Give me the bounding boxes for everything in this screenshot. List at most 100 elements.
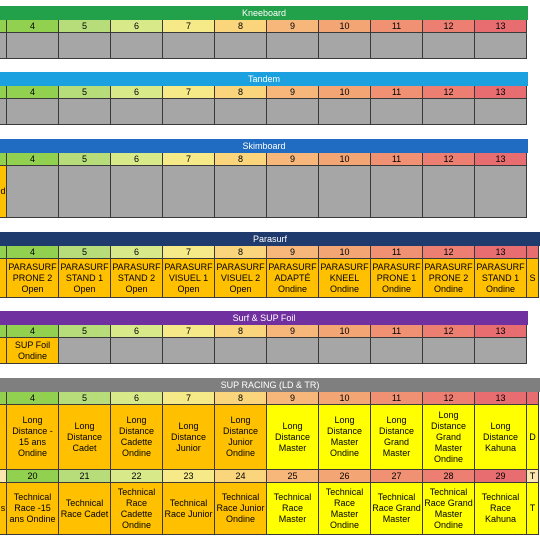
cell[interactable] [215,33,267,59]
cell[interactable] [163,99,215,125]
cell[interactable] [111,338,163,364]
category-cell[interactable]: Long Distance Cadette Ondine [111,405,163,470]
cell[interactable] [267,33,319,59]
column-number: 11 [371,86,423,99]
cell[interactable] [0,99,7,125]
sup-technical-race-row: s Technical Race -15 ans Ondine Technical Rac… [0,483,539,535]
category-cell[interactable]: PARASURF STAND 1 Open [59,259,111,298]
category-cell[interactable]: PARASURF ADAPTÉ Ondine [267,259,319,298]
category-cell[interactable]: S [527,259,539,298]
category-cell[interactable]: Technical Race Master Ondine [319,483,371,535]
category-line: Ondine [277,283,308,294]
cell[interactable] [59,33,111,59]
category-cell[interactable]: PARASURF VISUEL 2 Open [215,259,267,298]
cell[interactable] [0,33,7,59]
cell[interactable] [111,33,163,59]
category-cell[interactable]: Technical Race Cadet [59,483,111,535]
cell[interactable] [475,33,527,59]
category-cell[interactable]: PARASURF PRONE 2 Ondine [423,259,475,298]
cell[interactable] [371,99,423,125]
cell[interactable] [371,166,423,218]
column-number: 4 [7,86,59,99]
category-cell[interactable]: Long Distance Grand Master Ondine [423,405,475,470]
category-cell[interactable]: SUP Foil Ondine [7,338,59,364]
cell[interactable] [371,33,423,59]
cell[interactable] [423,33,475,59]
category-cell[interactable]: PARASURF STAND 1 Ondine [475,259,527,298]
cell[interactable] [475,99,527,125]
cell[interactable] [163,166,215,218]
category-cell[interactable]: Technical Race Grand Master [371,483,423,535]
cell[interactable] [371,338,423,364]
cell[interactable] [215,338,267,364]
category-cell[interactable]: PARASURF KNEEL Ondine [319,259,371,298]
category-cell[interactable]: PARASURF PRONE 1 Ondine [371,259,423,298]
cell-stub [0,153,7,166]
category-cell[interactable]: Long Distance Kahuna [475,405,527,470]
category-cell[interactable]: Technical Race Master [267,483,319,535]
category-cell[interactable]: PARASURF PRONE 2 Open [7,259,59,298]
category-cell[interactable]: Technical Race -15 ans Ondine [7,483,59,535]
cell[interactable] [319,338,371,364]
category-cell[interactable]: Technical Race Junior Ondine [215,483,267,535]
cell[interactable] [319,99,371,125]
cell[interactable] [423,166,475,218]
cell[interactable] [111,166,163,218]
cell[interactable] [215,166,267,218]
cell[interactable] [267,99,319,125]
category-cell[interactable]: Technical Race Grand Master Ondine [423,483,475,535]
category-cell[interactable]: PARASURF STAND 2 Open [111,259,163,298]
category-line: Ondine [121,448,152,458]
cell[interactable] [0,405,7,470]
column-number [527,246,539,259]
cell[interactable] [475,338,527,364]
cell[interactable] [163,338,215,364]
category-cell[interactable]: Technical Race Cadette Ondine [111,483,163,535]
column-number: 8 [215,325,267,338]
category-line: Ondine [225,514,256,524]
cell[interactable] [59,166,111,218]
cell-stub [0,86,7,99]
category-cell[interactable]: D [527,405,539,470]
cell[interactable] [111,99,163,125]
cell[interactable] [423,338,475,364]
category-line: Junior [228,437,253,447]
category-line: Ondine [433,453,464,464]
cell[interactable] [267,166,319,218]
category-cell[interactable]: Long Distance Cadet [59,405,111,470]
category-cell[interactable]: Technical Race Junior [163,483,215,535]
category-cell[interactable]: T [527,483,539,535]
cell[interactable] [7,166,59,218]
column-number: 13 [475,325,527,338]
cell[interactable] [215,99,267,125]
column-number: 12 [423,86,475,99]
cell[interactable] [7,99,59,125]
cell[interactable] [59,99,111,125]
cell[interactable] [475,166,527,218]
category-cell[interactable]: Long Distance Master Ondine [319,405,371,470]
cell[interactable] [423,99,475,125]
cell[interactable] [0,259,7,298]
cell[interactable] [0,338,7,364]
category-cell[interactable]: Long Distance Master [267,405,319,470]
column-number: 10 [319,86,371,99]
cell[interactable] [267,338,319,364]
category-cell[interactable]: PARASURF VISUEL 1 Open [163,259,215,298]
column-number: 6 [111,86,163,99]
category-line: Distance [378,426,414,436]
cell[interactable] [319,166,371,218]
cell[interactable] [319,33,371,59]
cell[interactable] [7,33,59,59]
cell[interactable] [163,33,215,59]
category-cell[interactable]: Technical Race Kahuna [475,483,527,535]
cell[interactable] [59,338,111,364]
category-line: Distance [482,431,518,442]
column-number: 11 [371,153,423,166]
cell[interactable]: d [0,166,7,218]
category-cell[interactable]: Long Distance Grand Master [371,405,423,470]
column-number: 4 [7,153,59,166]
category-cell[interactable]: Long Distance -15 ans Ondine [7,405,59,470]
cell[interactable]: s [0,483,7,535]
category-cell[interactable]: Long Distance Junior [163,405,215,470]
category-cell[interactable]: Long Distance Junior Ondine [215,405,267,470]
